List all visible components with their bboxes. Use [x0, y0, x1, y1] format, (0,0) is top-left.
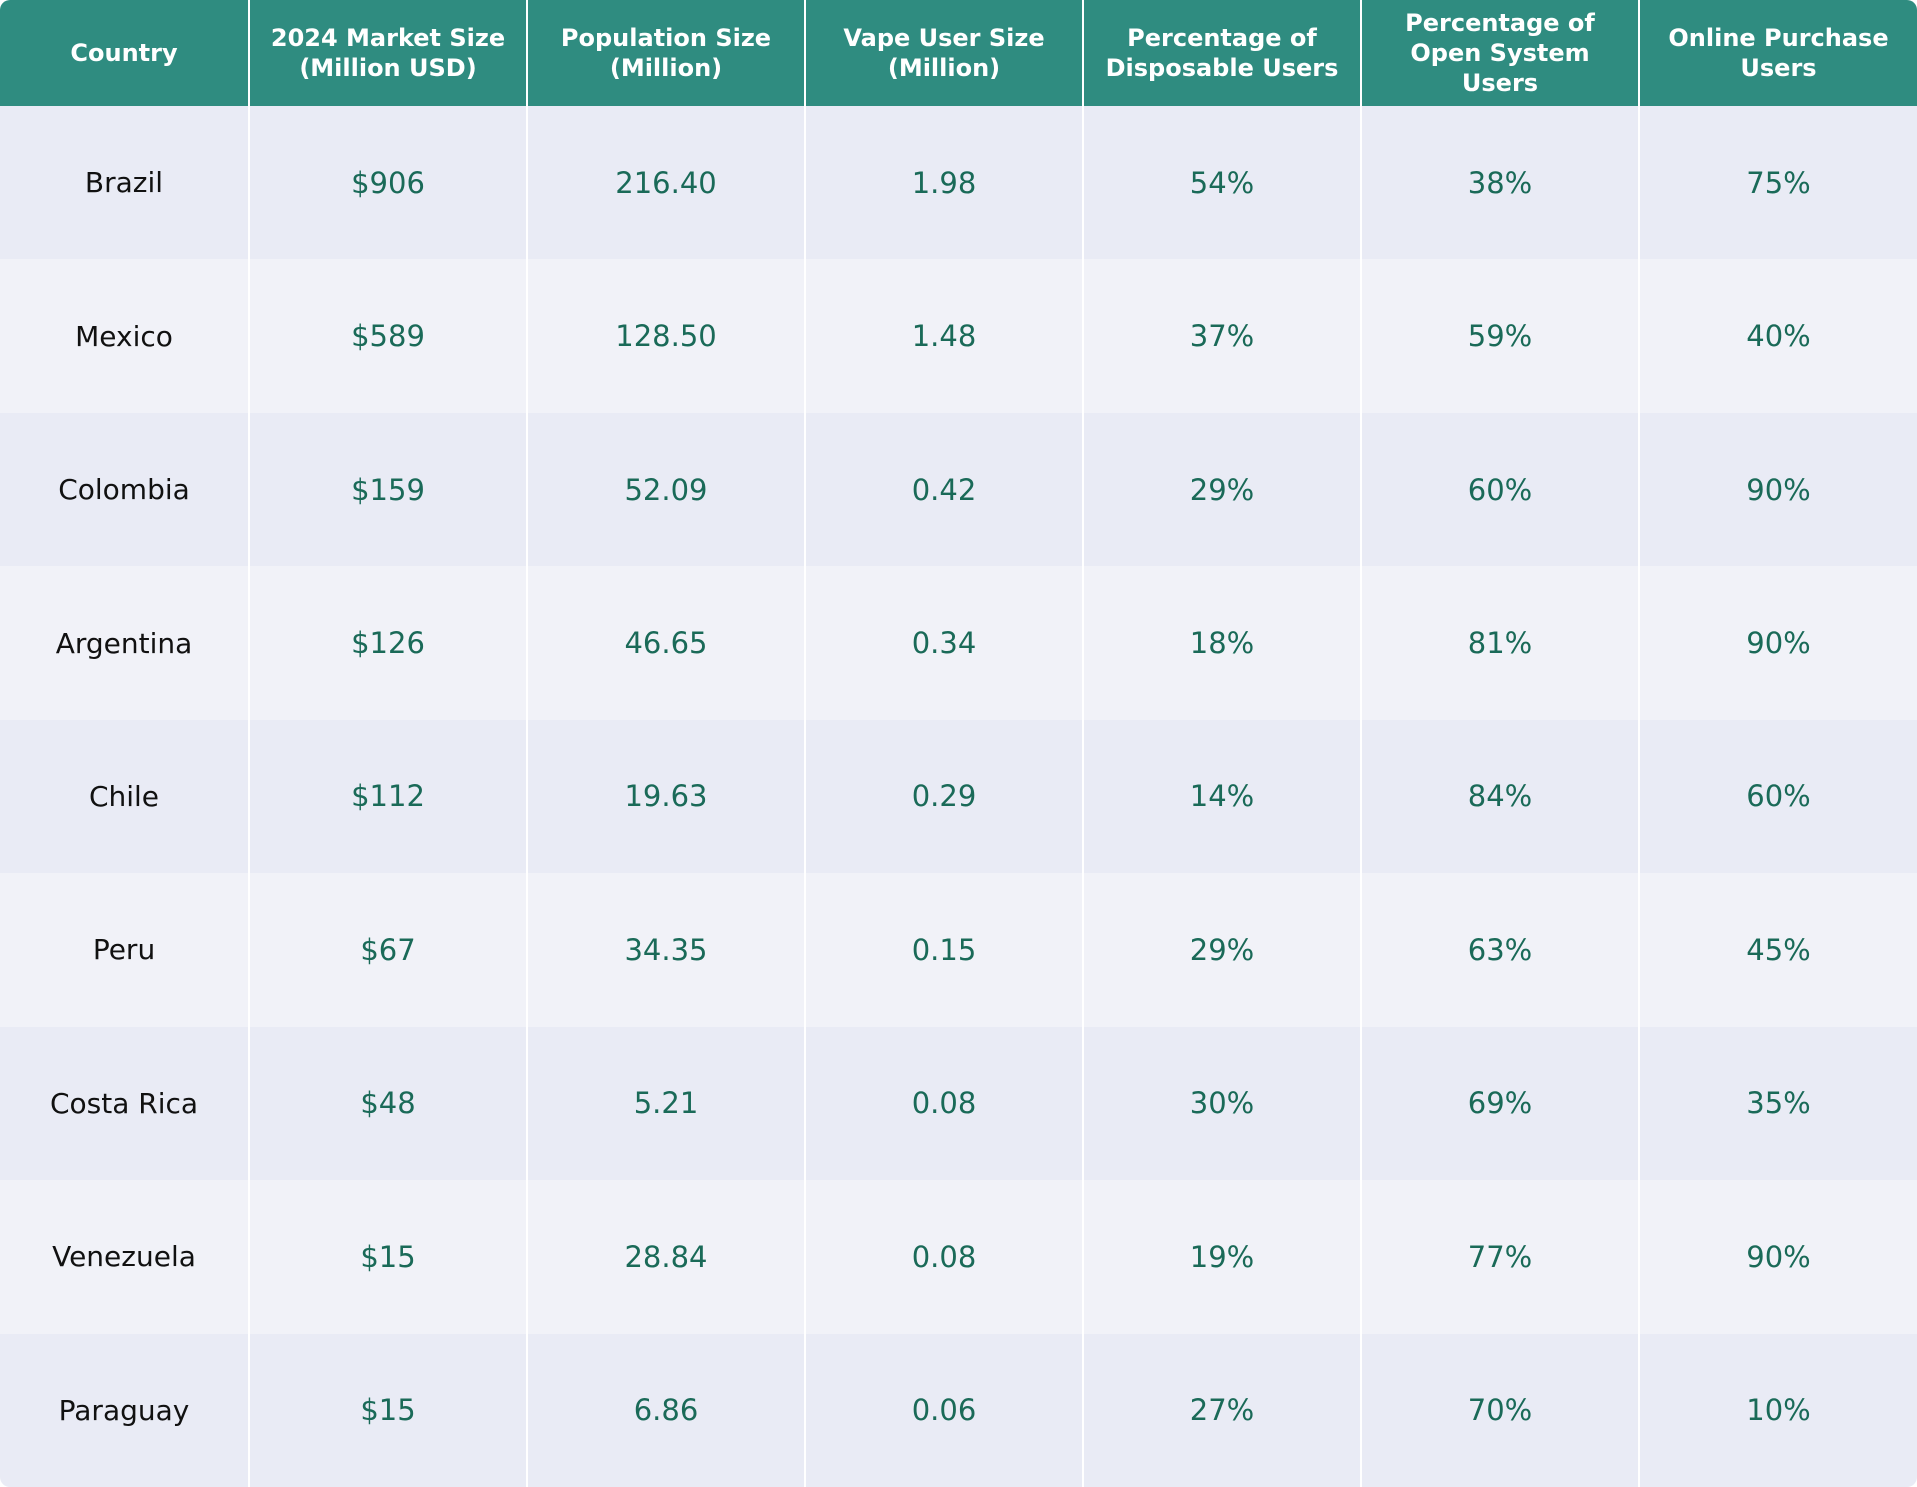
header-open-system-users-line-1: Percentage of	[1405, 9, 1595, 37]
header-population-size: Population Size (Million)	[526, 0, 805, 106]
cell-market-size: $906	[248, 106, 527, 260]
header-online-purchase-users-line-1: Online Purchase	[1668, 24, 1889, 52]
header-market-size-line-2: (Million USD)	[299, 54, 477, 82]
header-market-size-line-1: 2024 Market Size	[270, 24, 506, 52]
header-disposable-users-line-2: Disposable Users	[1105, 54, 1339, 82]
cell-population-size: 34.35	[526, 873, 805, 1027]
table-row: Colombia $159 52.09 0.42 29% 60% 90%	[0, 412, 1917, 567]
cell-disposable-users: 14%	[1082, 719, 1361, 874]
cell-country: Colombia	[0, 412, 249, 567]
cell-disposable-users: 19%	[1082, 1180, 1361, 1334]
cell-population-size: 28.84	[526, 1180, 805, 1334]
cell-online-purchase-users: 60%	[1638, 719, 1917, 874]
cell-open-system-users: 59%	[1360, 259, 1639, 413]
cell-market-size: $48	[248, 1026, 527, 1181]
cell-online-purchase-users: 90%	[1638, 412, 1917, 567]
cell-disposable-users: 54%	[1082, 106, 1361, 260]
cell-population-size: 6.86	[526, 1333, 805, 1487]
cell-open-system-users: 63%	[1360, 873, 1639, 1027]
table-row: Costa Rica $48 5.21 0.08 30% 69% 35%	[0, 1026, 1917, 1181]
table-row: Mexico $589 128.50 1.48 37% 59% 40%	[0, 259, 1917, 413]
header-disposable-users: Percentage of Disposable Users	[1082, 0, 1361, 106]
table-row: Peru $67 34.35 0.15 29% 63% 45%	[0, 873, 1917, 1027]
cell-country: Brazil	[0, 106, 249, 260]
cell-online-purchase-users: 90%	[1638, 1180, 1917, 1334]
cell-vape-user-size: 0.08	[804, 1026, 1083, 1181]
cell-population-size: 216.40	[526, 106, 805, 260]
header-online-purchase-users: Online Purchase Users	[1638, 0, 1917, 106]
header-country: Country	[0, 0, 249, 106]
header-country-line-1: Country	[70, 39, 178, 67]
table-header: Country 2024 Market Size (Million USD) P…	[0, 0, 1917, 106]
cell-market-size: $15	[248, 1333, 527, 1487]
cell-disposable-users: 29%	[1082, 873, 1361, 1027]
cell-open-system-users: 81%	[1360, 566, 1639, 720]
header-online-purchase-users-line-2: Users	[1740, 54, 1817, 82]
cell-open-system-users: 70%	[1360, 1333, 1639, 1487]
cell-country: Argentina	[0, 566, 249, 720]
cell-open-system-users: 84%	[1360, 719, 1639, 874]
cell-open-system-users: 38%	[1360, 106, 1639, 260]
cell-vape-user-size: 0.34	[804, 566, 1083, 720]
cell-country: Paraguay	[0, 1333, 249, 1487]
cell-online-purchase-users: 90%	[1638, 566, 1917, 720]
table-row: Argentina $126 46.65 0.34 18% 81% 90%	[0, 566, 1917, 720]
cell-vape-user-size: 0.08	[804, 1180, 1083, 1334]
header-market-size: 2024 Market Size (Million USD)	[248, 0, 527, 106]
cell-country: Peru	[0, 873, 249, 1027]
cell-online-purchase-users: 35%	[1638, 1026, 1917, 1181]
cell-vape-user-size: 0.29	[804, 719, 1083, 874]
table-row: Brazil $906 216.40 1.98 54% 38% 75%	[0, 106, 1917, 260]
header-population-size-line-1: Population Size	[560, 24, 772, 52]
cell-market-size: $589	[248, 259, 527, 413]
cell-market-size: $112	[248, 719, 527, 874]
cell-online-purchase-users: 75%	[1638, 106, 1917, 260]
header-vape-user-size-line-1: Vape User Size	[843, 24, 1045, 52]
cell-disposable-users: 27%	[1082, 1333, 1361, 1487]
cell-online-purchase-users: 45%	[1638, 873, 1917, 1027]
cell-population-size: 5.21	[526, 1026, 805, 1181]
cell-population-size: 128.50	[526, 259, 805, 413]
cell-country: Venezuela	[0, 1180, 249, 1334]
header-disposable-users-line-1: Percentage of	[1127, 24, 1317, 52]
header-vape-user-size: Vape User Size (Million)	[804, 0, 1083, 106]
cell-country: Mexico	[0, 259, 249, 413]
cell-online-purchase-users: 10%	[1638, 1333, 1917, 1487]
cell-online-purchase-users: 40%	[1638, 259, 1917, 413]
cell-country: Costa Rica	[0, 1026, 249, 1181]
cell-country: Chile	[0, 719, 249, 874]
cell-disposable-users: 18%	[1082, 566, 1361, 720]
cell-vape-user-size: 1.98	[804, 106, 1083, 260]
cell-disposable-users: 37%	[1082, 259, 1361, 413]
cell-vape-user-size: 0.15	[804, 873, 1083, 1027]
header-row: Country 2024 Market Size (Million USD) P…	[0, 0, 1917, 106]
cell-vape-user-size: 0.42	[804, 412, 1083, 567]
cell-population-size: 52.09	[526, 412, 805, 567]
header-vape-user-size-line-2: (Million)	[887, 54, 1001, 82]
table-body: Brazil $906 216.40 1.98 54% 38% 75% Mexi…	[0, 106, 1917, 1487]
cell-market-size: $126	[248, 566, 527, 720]
table-row: Venezuela $15 28.84 0.08 19% 77% 90%	[0, 1180, 1917, 1334]
table-row: Paraguay $15 6.86 0.06 27% 70% 10%	[0, 1333, 1917, 1487]
cell-market-size: $159	[248, 412, 527, 567]
cell-vape-user-size: 0.06	[804, 1333, 1083, 1487]
cell-population-size: 46.65	[526, 566, 805, 720]
cell-open-system-users: 69%	[1360, 1026, 1639, 1181]
header-open-system-users-line-2: Open System Users	[1410, 39, 1590, 97]
cell-disposable-users: 30%	[1082, 1026, 1361, 1181]
cell-vape-user-size: 1.48	[804, 259, 1083, 413]
cell-population-size: 19.63	[526, 719, 805, 874]
header-open-system-users: Percentage of Open System Users	[1360, 0, 1639, 106]
header-population-size-line-2: (Million)	[609, 54, 723, 82]
cell-market-size: $67	[248, 873, 527, 1027]
table-row: Chile $112 19.63 0.29 14% 84% 60%	[0, 719, 1917, 874]
cell-open-system-users: 60%	[1360, 412, 1639, 567]
cell-open-system-users: 77%	[1360, 1180, 1639, 1334]
cell-market-size: $15	[248, 1180, 527, 1334]
cell-disposable-users: 29%	[1082, 412, 1361, 567]
